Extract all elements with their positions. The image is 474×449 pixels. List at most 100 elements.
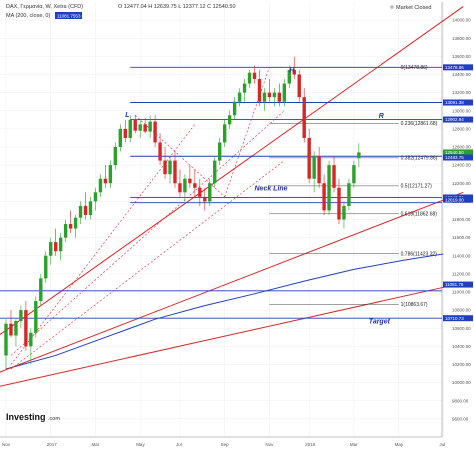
candle-body: [337, 187, 341, 220]
candle-body: [213, 160, 217, 184]
price-tag-label: 12483.75: [445, 155, 464, 160]
ohlc-readout: O 12477.04 H 12639.75 L 12377.12 C 12540…: [118, 4, 236, 10]
price-tag: [443, 154, 473, 161]
candle-body: [352, 165, 356, 184]
price-tag-label: 12019.00: [445, 197, 464, 202]
y-tick-label: 9800.00: [452, 398, 469, 403]
price-tag: [443, 196, 473, 203]
candle-body: [34, 301, 38, 333]
market-status-dot-icon: [390, 5, 394, 9]
candle-body: [287, 69, 291, 84]
y-tick-label: 11400.00: [452, 253, 471, 258]
candle-body: [242, 83, 247, 93]
candle-body: [317, 156, 321, 184]
candle-body: [232, 101, 237, 116]
pattern-annotation: R: [379, 113, 384, 120]
trend-line: [0, 191, 464, 373]
x-tick-label: Jul: [439, 442, 445, 447]
ma-value-badge: [55, 12, 82, 19]
y-tick-label: 13200.00: [452, 90, 471, 95]
candle-body: [98, 178, 103, 193]
price-tag-label: 12902.94: [445, 117, 464, 122]
x-tick-label: Sep: [221, 442, 230, 447]
candle-body: [88, 201, 93, 215]
x-tick-label: Nov: [2, 442, 11, 447]
pattern-annotation: L: [125, 112, 129, 119]
price-tag: [443, 99, 473, 106]
x-tick-label: May: [136, 442, 145, 447]
price-tag: [443, 64, 473, 71]
candle-body: [327, 165, 331, 211]
candle-body: [168, 160, 172, 175]
candle-body: [188, 178, 192, 184]
candle-body: [312, 156, 316, 179]
price-tag-label: 13091.38: [445, 100, 464, 105]
fib-level-label: 1(10863.67): [401, 302, 428, 308]
candle-body: [272, 92, 277, 98]
investing-logo: Investing .com: [6, 412, 60, 422]
candle-body: [302, 97, 306, 138]
trend-line: [0, 282, 464, 387]
candle-body: [257, 79, 262, 102]
candle-body: [113, 147, 118, 166]
candle-body: [297, 74, 301, 98]
candle-body: [68, 224, 73, 229]
candle-body: [44, 255, 48, 279]
candle-body: [118, 128, 123, 147]
candle-body: [63, 224, 68, 238]
candle-body: [73, 217, 78, 229]
candle-body: [193, 183, 197, 188]
y-tick-label: 11200.00: [452, 271, 471, 276]
price-tag-label: 10710.73: [445, 316, 464, 321]
x-tick-label: May: [395, 442, 404, 447]
y-tick-label: 10200.00: [452, 362, 471, 367]
price-tag-label: 13478.86: [445, 65, 464, 70]
price-tag-label: 12540.50: [445, 150, 464, 155]
dashed-guide-line: [10, 110, 285, 356]
candle-body: [29, 332, 33, 347]
candle-body: [208, 183, 212, 202]
candle-body: [203, 196, 207, 202]
candle-body: [247, 72, 252, 84]
candle-body: [198, 187, 202, 197]
y-tick-label: 10800.00: [452, 308, 471, 313]
candle-body: [49, 242, 53, 256]
trend-line: [0, 6, 464, 336]
y-tick-label: 11600.00: [452, 235, 471, 240]
candle-body: [357, 152, 361, 159]
y-tick-label: 10000.00: [452, 380, 471, 385]
ma-value: 11081.7553: [57, 14, 81, 19]
chart-header: DAX, Γερμανία, W, Xetra (CFD) O 12477.04…: [6, 4, 431, 19]
candle-body: [143, 124, 147, 132]
candle-body: [93, 192, 98, 202]
candle-body: [103, 178, 108, 184]
x-tick-label: Nov: [265, 442, 274, 447]
candle-body: [123, 128, 127, 138]
candle-body: [347, 183, 351, 206]
candle-body: [24, 310, 28, 347]
candle-body: [158, 142, 162, 161]
candle-body: [307, 137, 311, 179]
price-tag: [443, 315, 473, 322]
candle-body: [277, 92, 282, 102]
dashed-guide-line: [224, 67, 270, 197]
candle-body: [148, 121, 152, 132]
candle-body: [78, 205, 83, 218]
candle-body: [19, 310, 23, 321]
candle-body: [9, 323, 13, 336]
price-tag: [443, 116, 473, 123]
candle-body: [173, 160, 177, 184]
candle-body: [292, 69, 296, 75]
candle-body: [83, 205, 88, 215]
y-tick-label: 13400.00: [452, 72, 471, 77]
x-tick-label: Mar: [350, 442, 358, 447]
fib-level-label: 0.618(11862.68): [401, 211, 438, 217]
x-tick-label: Jul: [176, 442, 182, 447]
logo-text: Investing: [6, 412, 46, 422]
dashed-guide-line: [10, 160, 285, 370]
y-tick-label: 10600.00: [452, 326, 471, 331]
price-tag-label: 11081.76: [445, 282, 464, 287]
price-tag: [443, 149, 473, 156]
candle-body: [163, 160, 167, 175]
fib-level-label: 0.236(12861.68): [401, 121, 438, 127]
